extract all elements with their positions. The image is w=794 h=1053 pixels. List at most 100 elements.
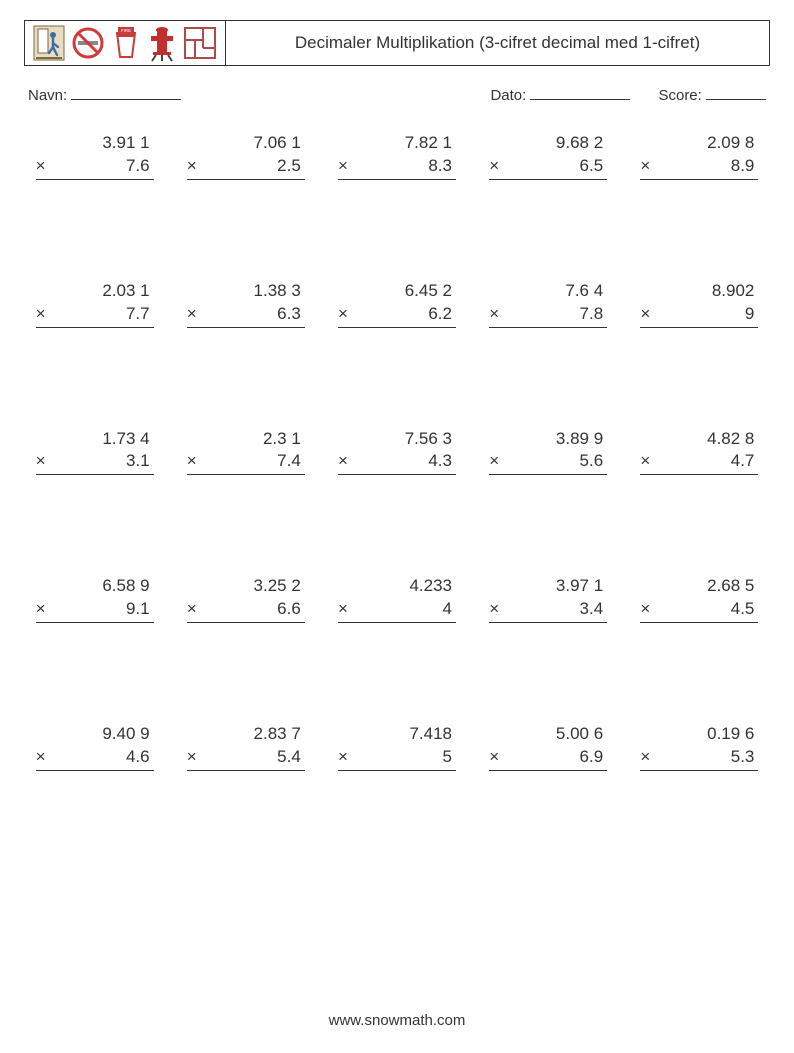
multiplier: 6.5 xyxy=(507,155,607,178)
no-smoking-icon xyxy=(71,26,105,60)
date-label: Dato: xyxy=(490,87,526,104)
multiplicand: 7.56 3 xyxy=(356,428,456,451)
problem-bottom-row: ×6.5 xyxy=(489,155,607,178)
date-field: Dato: xyxy=(490,84,630,104)
problem: 2.03 1×7.7 xyxy=(36,280,154,328)
problem-rule xyxy=(36,179,154,180)
worksheet-page: FIRE xyxy=(0,0,794,1053)
problem-bottom-row: ×6.2 xyxy=(338,303,456,326)
operator: × xyxy=(489,155,507,178)
problem: 2.83 7×5.4 xyxy=(187,723,305,771)
worksheet-title: Decimaler Multiplikation (3-cifret decim… xyxy=(225,21,769,65)
multiplier: 6.2 xyxy=(356,303,456,326)
multiplicand: 2.3 1 xyxy=(205,428,305,451)
problem: 2.68 5×4.5 xyxy=(640,575,758,623)
problem: 8.902×9 xyxy=(640,280,758,328)
problem-top-row: 4.82 8 xyxy=(640,428,758,451)
operator-placeholder xyxy=(338,280,356,303)
problem-bottom-row: ×5.4 xyxy=(187,746,305,769)
operator-placeholder xyxy=(338,723,356,746)
problem-grid: 3.91 1×7.67.06 1×2.57.82 1×8.39.68 2×6.5… xyxy=(24,132,770,771)
problem-rule xyxy=(36,327,154,328)
operator-placeholder xyxy=(36,428,54,451)
problem-bottom-row: ×4.7 xyxy=(640,450,758,473)
problem-top-row: 9.68 2 xyxy=(489,132,607,155)
operator-placeholder xyxy=(36,723,54,746)
header-icons: FIRE xyxy=(25,21,225,65)
multiplier: 6.3 xyxy=(205,303,305,326)
operator: × xyxy=(36,155,54,178)
problem: 4.82 8×4.7 xyxy=(640,428,758,476)
problem: 6.58 9×9.1 xyxy=(36,575,154,623)
multiplicand: 7.82 1 xyxy=(356,132,456,155)
problem-top-row: 7.418 xyxy=(338,723,456,746)
multiplier: 2.5 xyxy=(205,155,305,178)
problem-bottom-row: ×9.1 xyxy=(36,598,154,621)
multiplier: 9 xyxy=(658,303,758,326)
multiplicand: 9.68 2 xyxy=(507,132,607,155)
score-blank xyxy=(706,84,766,100)
problem-bottom-row: ×8.9 xyxy=(640,155,758,178)
multiplicand: 5.00 6 xyxy=(507,723,607,746)
multiplier: 7.6 xyxy=(54,155,154,178)
operator: × xyxy=(36,598,54,621)
multiplicand: 4.82 8 xyxy=(658,428,758,451)
multiplier: 4.6 xyxy=(54,746,154,769)
multiplier: 8.9 xyxy=(658,155,758,178)
multiplier: 6.9 xyxy=(507,746,607,769)
problem-rule xyxy=(489,474,607,475)
problem-rule xyxy=(36,622,154,623)
problem: 3.91 1×7.6 xyxy=(36,132,154,180)
multiplier: 7.8 xyxy=(507,303,607,326)
header-bar: FIRE xyxy=(24,20,770,66)
multiplicand: 7.6 4 xyxy=(507,280,607,303)
multiplicand: 3.91 1 xyxy=(54,132,154,155)
problem-top-row: 1.73 4 xyxy=(36,428,154,451)
problem-bottom-row: ×7.6 xyxy=(36,155,154,178)
multiplicand: 1.73 4 xyxy=(54,428,154,451)
multiplicand: 0.19 6 xyxy=(658,723,758,746)
problem-bottom-row: ×7.4 xyxy=(187,450,305,473)
problem: 3.97 1×3.4 xyxy=(489,575,607,623)
operator-placeholder xyxy=(36,132,54,155)
problem-rule xyxy=(36,474,154,475)
multiplier: 7.4 xyxy=(205,450,305,473)
operator: × xyxy=(338,155,356,178)
operator-placeholder xyxy=(640,428,658,451)
multiplier: 5.6 xyxy=(507,450,607,473)
problem-top-row: 2.09 8 xyxy=(640,132,758,155)
problem-top-row: 6.58 9 xyxy=(36,575,154,598)
operator-placeholder xyxy=(489,575,507,598)
operator-placeholder xyxy=(640,132,658,155)
operator-placeholder xyxy=(36,575,54,598)
problem-rule xyxy=(187,770,305,771)
operator: × xyxy=(187,303,205,326)
problem-top-row: 6.45 2 xyxy=(338,280,456,303)
operator-placeholder xyxy=(338,132,356,155)
problem-rule xyxy=(489,179,607,180)
operator-placeholder xyxy=(489,723,507,746)
multiplicand: 6.45 2 xyxy=(356,280,456,303)
operator: × xyxy=(640,598,658,621)
multiplicand: 4.233 xyxy=(356,575,456,598)
multiplicand: 3.89 9 xyxy=(507,428,607,451)
operator-placeholder xyxy=(489,428,507,451)
multiplier: 9.1 xyxy=(54,598,154,621)
problem-rule xyxy=(36,770,154,771)
problem-bottom-row: ×7.7 xyxy=(36,303,154,326)
multiplier: 4.7 xyxy=(658,450,758,473)
operator-placeholder xyxy=(36,280,54,303)
fire-cup-icon: FIRE xyxy=(111,25,141,61)
multiplicand: 2.09 8 xyxy=(658,132,758,155)
operator: × xyxy=(187,155,205,178)
multiplicand: 2.83 7 xyxy=(205,723,305,746)
problem: 0.19 6×5.3 xyxy=(640,723,758,771)
multiplicand: 2.03 1 xyxy=(54,280,154,303)
problem-bottom-row: ×7.8 xyxy=(489,303,607,326)
problem-top-row: 9.40 9 xyxy=(36,723,154,746)
operator-placeholder xyxy=(338,428,356,451)
problem-top-row: 4.233 xyxy=(338,575,456,598)
problem-rule xyxy=(640,327,758,328)
operator-placeholder xyxy=(187,723,205,746)
problem-bottom-row: ×4 xyxy=(338,598,456,621)
